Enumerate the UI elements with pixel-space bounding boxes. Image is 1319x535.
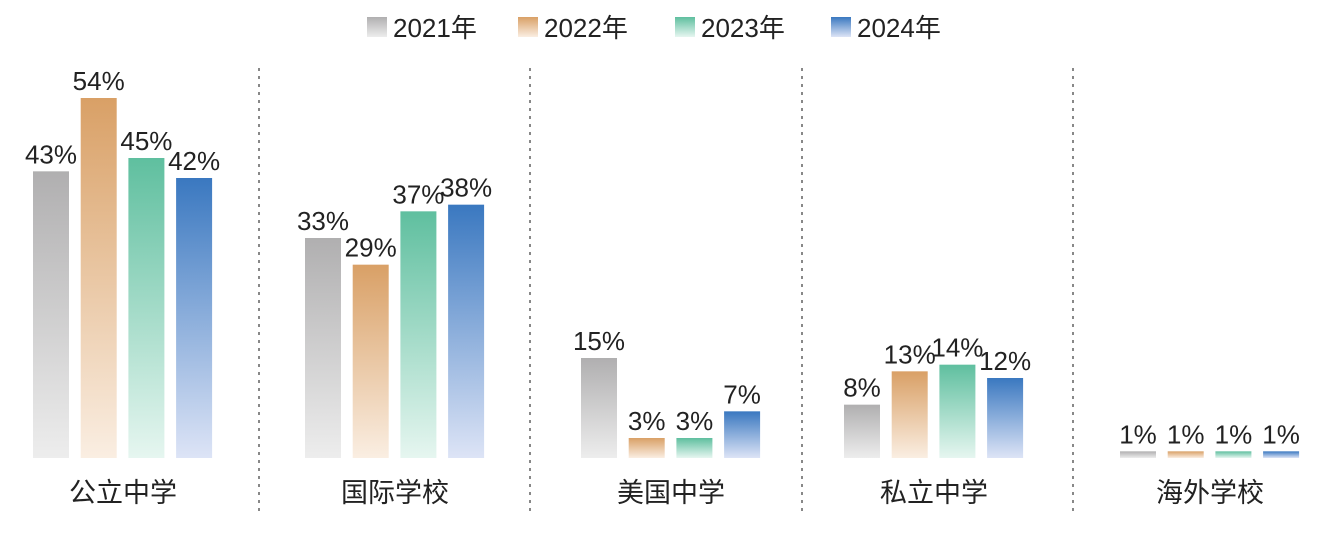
data-label: 15%	[573, 326, 625, 356]
legend: 2021年 2022年 2023年 2024年	[367, 13, 941, 43]
bar	[628, 438, 665, 458]
bar	[1120, 451, 1156, 458]
data-label: 14%	[931, 333, 983, 363]
data-label: 29%	[345, 233, 397, 263]
legend-swatch	[367, 17, 387, 37]
data-label: 1%	[1215, 419, 1253, 449]
bar	[33, 171, 69, 459]
data-label: 1%	[1167, 419, 1205, 449]
bar	[176, 178, 213, 458]
legend-label: 2023年	[701, 13, 785, 43]
data-label: 13%	[884, 339, 936, 369]
bar	[939, 364, 976, 458]
legend-label: 2021年	[393, 13, 477, 43]
category-labels: 公立中学 国际学校 美国中学 私立中学 海外学校	[69, 478, 1264, 508]
data-label: 42%	[168, 146, 220, 176]
bar	[128, 158, 165, 458]
bar	[581, 358, 617, 458]
bar	[891, 371, 928, 458]
data-label: 1%	[1262, 419, 1300, 449]
data-label: 1%	[1119, 419, 1157, 449]
bar	[1167, 451, 1204, 458]
data-label: 8%	[843, 373, 881, 403]
data-label: 43%	[25, 139, 77, 169]
data-label: 37%	[392, 179, 444, 209]
legend-swatch	[675, 17, 695, 37]
data-label: 54%	[73, 66, 125, 96]
bar	[676, 438, 713, 458]
legend-swatch	[831, 17, 851, 37]
category-label: 国际学校	[341, 478, 449, 508]
data-label: 3%	[628, 406, 666, 436]
category-label: 私立中学	[880, 478, 988, 508]
data-label: 3%	[676, 406, 714, 436]
data-label: 12%	[979, 346, 1031, 376]
bar	[80, 98, 117, 458]
legend-swatch	[518, 17, 538, 37]
bar	[400, 211, 437, 458]
category-label: 公立中学	[69, 478, 177, 508]
bar	[1263, 451, 1300, 458]
legend-label: 2022年	[544, 13, 628, 43]
bar	[1215, 451, 1252, 458]
data-label: 33%	[297, 206, 349, 236]
data-label: 7%	[723, 379, 761, 409]
group-dividers	[258, 68, 1074, 512]
bars: 43% 54% 45%42% 33%29% 37%38% 15% 3% 3% 7% 8%13%14…	[25, 66, 1300, 459]
data-label: 45%	[120, 126, 172, 156]
bar	[448, 204, 485, 458]
data-label: 38%	[440, 173, 492, 203]
bar	[305, 238, 341, 458]
legend-label: 2024年	[857, 13, 941, 43]
bar	[987, 378, 1024, 458]
category-label: 海外学校	[1156, 478, 1264, 508]
bar	[844, 404, 880, 458]
bar	[352, 264, 389, 458]
bar	[724, 411, 761, 458]
category-label: 美国中学	[617, 478, 725, 508]
